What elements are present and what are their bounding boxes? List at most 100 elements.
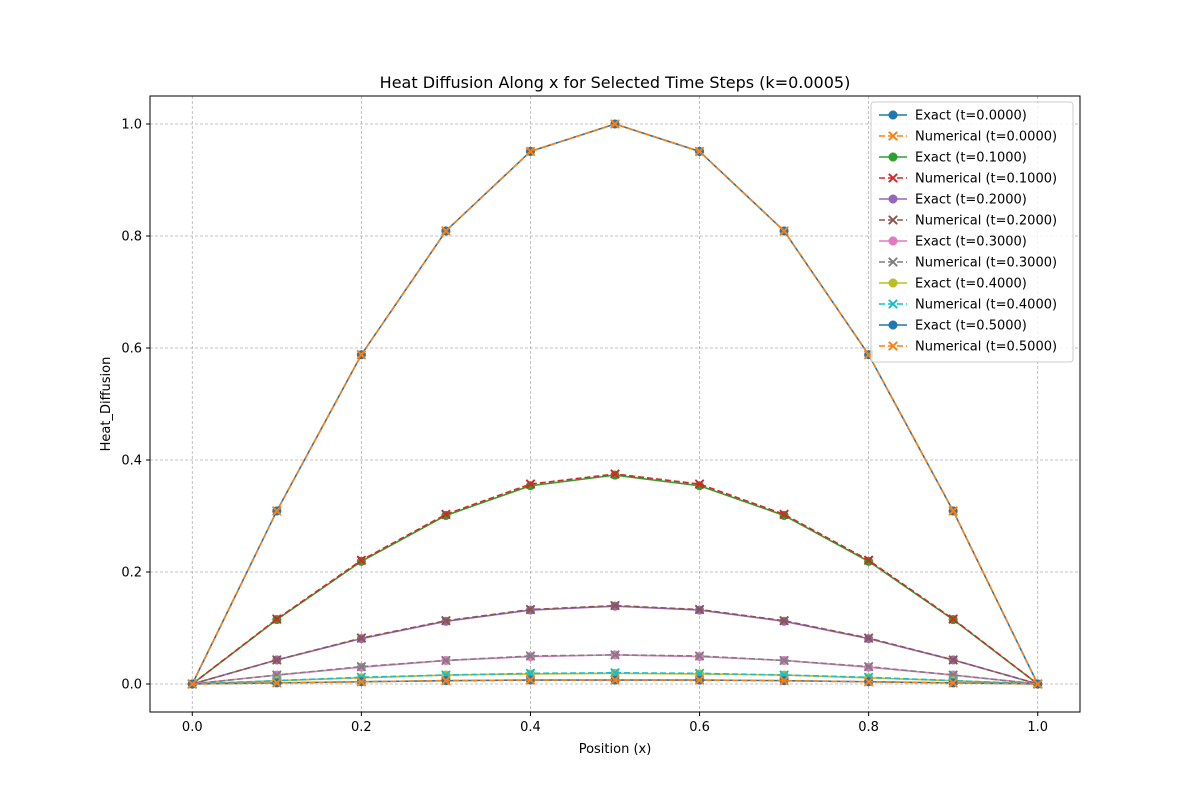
data-point [525, 479, 536, 489]
y-tick-label: 0.8 [121, 230, 142, 245]
legend-label: Exact (t=0.0000) [915, 109, 1027, 124]
series-3 [187, 469, 1043, 689]
data-point [525, 146, 536, 157]
data-point [694, 651, 705, 661]
y-tick-label: 0.6 [121, 342, 142, 357]
series-layer [187, 119, 1043, 689]
data-point [779, 509, 789, 519]
legend-label: Numerical (t=0.0000) [915, 130, 1057, 145]
data-point [356, 555, 366, 565]
data-point [610, 469, 620, 479]
legend-label: Numerical (t=0.2000) [915, 214, 1057, 229]
data-point [441, 509, 451, 519]
legend-marker [888, 299, 898, 309]
series-line [192, 604, 1038, 685]
data-point [610, 675, 620, 685]
data-point [779, 226, 789, 236]
y-tick-label: 0.4 [121, 454, 142, 469]
legend-marker [888, 236, 898, 246]
data-point [694, 675, 705, 685]
legend-marker [888, 173, 898, 183]
x-axis-label: Position (x) [579, 742, 652, 757]
data-point [356, 662, 366, 672]
legend-marker [888, 110, 898, 120]
data-point [694, 668, 705, 678]
data-point [779, 616, 789, 626]
data-point [356, 677, 366, 687]
data-point [948, 614, 958, 624]
data-point [694, 604, 705, 615]
legend-marker [888, 278, 898, 288]
x-tick-label: 0.4 [520, 720, 541, 735]
data-point [948, 655, 958, 665]
data-point [610, 119, 620, 129]
x-tick-label: 0.6 [689, 720, 710, 735]
data-point [272, 614, 282, 624]
data-point [610, 650, 620, 660]
data-point [948, 506, 958, 516]
data-point [187, 679, 197, 689]
data-point [356, 633, 366, 643]
legend-marker [888, 320, 898, 330]
legend-entry: Exact (t=0.0000) [879, 109, 1027, 124]
data-point [610, 601, 620, 611]
legend-entry: Numerical (t=0.4000) [879, 298, 1057, 313]
legend-entry: Numerical (t=0.0000) [879, 130, 1057, 145]
y-axis-label: Heat_Diffusion [99, 357, 114, 452]
legend-entry: Exact (t=0.3000) [879, 235, 1027, 250]
x-tick-label: 0.8 [858, 720, 879, 735]
data-point [525, 668, 536, 678]
data-point [441, 676, 451, 686]
legend-label: Numerical (t=0.5000) [915, 340, 1057, 355]
legend-label: Exact (t=0.2000) [915, 193, 1027, 208]
legend: Exact (t=0.0000) Numerical (t=0.0000) Exac… [870, 101, 1074, 363]
legend-entry: Exact (t=0.1000) [879, 151, 1027, 166]
x-tick-label: 0.2 [351, 720, 372, 735]
data-point [948, 678, 958, 688]
data-point [525, 604, 536, 615]
data-point [694, 146, 705, 157]
series-line [192, 671, 1038, 685]
series-11 [187, 675, 1043, 689]
legend-marker [888, 152, 898, 162]
data-point [864, 677, 874, 687]
axis-ticks: 0.0 0.2 0.4 0.6 0.8 1.0 0.0 0.2 0.4 0.6 0.8 1.0 [121, 118, 1048, 736]
data-point [272, 506, 282, 516]
legend-label: Numerical (t=0.3000) [915, 256, 1057, 271]
legend-entry: Numerical (t=0.2000) [879, 214, 1057, 229]
legend-label: Exact (t=0.3000) [915, 235, 1027, 250]
legend-entry: Exact (t=0.2000) [879, 193, 1027, 208]
data-point [610, 668, 620, 678]
data-point [694, 479, 705, 489]
data-point [441, 616, 451, 626]
chart-title: Heat Diffusion Along x for Selected Time… [380, 73, 851, 92]
data-point [779, 655, 789, 666]
legend-marker [888, 257, 898, 267]
legend-label: Numerical (t=0.4000) [915, 298, 1057, 313]
legend-entry: Exact (t=0.4000) [879, 277, 1027, 292]
legend-marker [888, 194, 898, 204]
legend-entry: Exact (t=0.5000) [879, 319, 1027, 334]
data-point [525, 675, 536, 685]
legend-marker [888, 215, 898, 225]
legend-entry: Numerical (t=0.5000) [879, 340, 1057, 355]
series-line [192, 679, 1038, 685]
data-point [864, 555, 874, 565]
legend-label: Exact (t=0.5000) [915, 319, 1027, 334]
data-point [441, 226, 451, 236]
data-point [272, 678, 282, 688]
legend-entry: Numerical (t=0.1000) [879, 172, 1057, 187]
plot-frame [149, 95, 1081, 713]
legend-marker [888, 131, 898, 141]
data-point [864, 633, 874, 643]
data-point [1033, 679, 1043, 689]
legend-box [870, 101, 1074, 363]
x-tick-label: 0.0 [182, 720, 203, 735]
data-point [864, 662, 874, 672]
y-tick-label: 0.2 [121, 566, 142, 581]
data-point [525, 651, 536, 661]
legend-label: Exact (t=0.1000) [915, 151, 1027, 166]
y-tick-label: 0.0 [121, 678, 142, 693]
x-tick-label: 1.0 [1027, 720, 1048, 735]
legend-label: Exact (t=0.4000) [915, 277, 1027, 292]
